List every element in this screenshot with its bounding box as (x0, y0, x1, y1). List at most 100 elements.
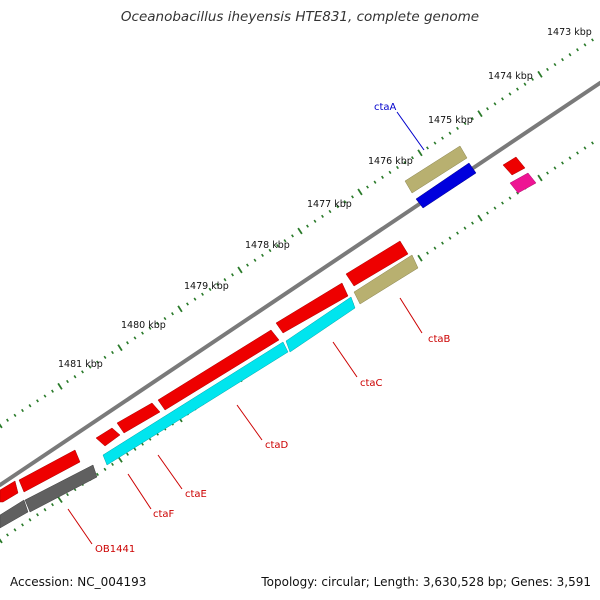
scale-tick-minor (441, 241, 444, 245)
gene-pink[interactable] (509, 172, 537, 194)
scale-tick-minor (6, 418, 9, 422)
scale-tick-minor (501, 97, 504, 101)
scale-tick-minor (508, 92, 512, 96)
scale-tick-minor (261, 253, 264, 257)
gene-blue[interactable] (415, 162, 477, 209)
gene-label-OB1441: OB1441 (95, 544, 135, 555)
scale-tick-minor (36, 513, 39, 517)
gene-block[interactable] (275, 282, 349, 334)
scale-tick-minor (306, 224, 309, 228)
scale-tick-minor (96, 472, 99, 477)
gene-label-ctaE: ctaE (185, 489, 207, 500)
scale-tick-minor (493, 206, 497, 210)
scale-tick-minor (201, 292, 204, 296)
scale-tick-minor (448, 236, 452, 240)
scale-tick-major (117, 344, 123, 352)
map-title: Oceanobacillus iheyensis HTE831, complet… (120, 9, 480, 25)
scale-tick-minor (208, 287, 212, 292)
gene-ctaD-cyan[interactable] (102, 341, 289, 466)
gene-block[interactable] (502, 156, 526, 176)
footer-accession: Accession: NC_004193 (10, 575, 147, 589)
scale-tick-major (177, 305, 183, 313)
scale-tick-minor (343, 200, 347, 204)
scale-tick-minor (523, 82, 527, 86)
scale-tick-minor (103, 467, 107, 471)
gene-block[interactable] (0, 499, 29, 529)
scale-tick-minor (336, 204, 339, 209)
gene-block[interactable] (0, 480, 19, 503)
scale-tick-minor (43, 394, 47, 398)
scale-tick-minor (583, 146, 587, 150)
scale-tick-minor (576, 151, 579, 155)
scale-tick-minor (561, 161, 564, 165)
scale-tick-minor (591, 141, 594, 145)
scale-tick-minor (366, 185, 369, 189)
scale-tick-minor (501, 201, 504, 205)
scale-tick-minor (268, 248, 272, 253)
scale-tick-minor (321, 214, 324, 218)
scale-tick-minor (441, 136, 444, 140)
scale-label-1476: 1476 kbp (368, 156, 413, 167)
scale-tick-minor (508, 196, 512, 200)
scale-tick-minor (373, 180, 377, 184)
gene-block[interactable] (157, 329, 280, 411)
scale-tick-minor (463, 121, 467, 126)
scale-tick-major (297, 227, 303, 235)
scale-tick-minor (88, 365, 92, 369)
scale-tick-minor (448, 131, 452, 135)
gene-block[interactable] (116, 402, 161, 434)
scale-tick-minor (141, 331, 144, 335)
scale-tick-minor (456, 126, 459, 130)
gene-block[interactable] (345, 240, 409, 287)
scale-tick-major (537, 174, 543, 182)
scale-tick-minor (223, 278, 227, 282)
scale-tick-minor (561, 57, 564, 62)
scale-tick-minor (73, 375, 77, 379)
gene-label-ctaB: ctaB (428, 334, 451, 345)
scale-tick-minor (21, 408, 24, 413)
gene-ctaC-cyan[interactable] (285, 296, 356, 353)
scale-tick-minor (253, 258, 257, 262)
scale-ticks-outer (0, 38, 594, 429)
scale-tick-minor (103, 355, 107, 359)
scale-tick-minor (81, 370, 84, 374)
scale-tick-minor (553, 62, 557, 67)
scale-tick-minor (328, 209, 332, 214)
gene-block[interactable] (95, 427, 121, 447)
scale-tick-minor (471, 116, 474, 121)
scale-label-1473: 1473 kbp (547, 27, 592, 38)
scale-tick-minor (163, 316, 167, 321)
scale-tick-minor (231, 273, 234, 277)
scale-label-1478: 1478 kbp (245, 240, 290, 251)
gene-label-ctaF: ctaF (153, 509, 175, 520)
gene-ctaB-tan[interactable] (353, 254, 419, 305)
scale-tick-minor (51, 389, 54, 393)
scale-tick-minor (193, 297, 197, 301)
scale-tick-major (477, 110, 483, 118)
scale-tick-minor (568, 53, 572, 57)
scale-tick-minor (426, 146, 429, 150)
scale-tick-minor (13, 413, 17, 417)
scale-tick-minor (66, 492, 69, 497)
scale-tick-minor (456, 231, 459, 235)
scale-label-1474: 1474 kbp (488, 71, 533, 82)
scale-tick-minor (51, 503, 54, 507)
scale-tick-minor (96, 360, 99, 364)
gene-block[interactable] (24, 464, 98, 513)
scale-tick-minor (568, 156, 572, 160)
forward-genes[interactable] (0, 145, 526, 503)
gene-label-ctaC: ctaC (360, 378, 383, 389)
gene-block[interactable] (18, 449, 81, 493)
scale-tick-minor (28, 404, 32, 408)
scale-tick-minor (6, 533, 9, 537)
scale-label-1477: 1477 kbp (307, 199, 352, 210)
gene-ctaA-tan[interactable] (404, 145, 468, 194)
scale-tick-minor (13, 528, 17, 532)
reverse-genes[interactable] (0, 162, 537, 529)
scale-label-1475: 1475 kbp (428, 115, 473, 126)
scale-tick-minor (313, 219, 317, 223)
scale-tick-minor (531, 77, 534, 81)
scale-tick-major (57, 382, 63, 390)
scale-tick-major (357, 188, 363, 196)
